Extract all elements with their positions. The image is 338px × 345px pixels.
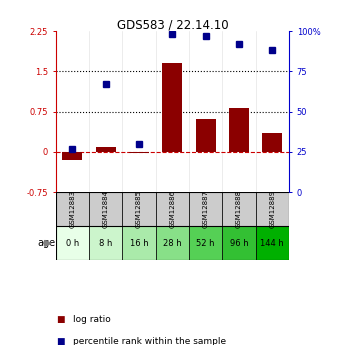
Text: GSM12888: GSM12888 bbox=[236, 190, 242, 228]
Bar bbox=[122, 192, 156, 226]
Bar bbox=[96, 147, 116, 152]
Text: 16 h: 16 h bbox=[130, 239, 148, 248]
Text: 96 h: 96 h bbox=[230, 239, 248, 248]
Text: 8 h: 8 h bbox=[99, 239, 113, 248]
Text: 52 h: 52 h bbox=[196, 239, 215, 248]
Text: ■: ■ bbox=[56, 315, 64, 324]
Bar bbox=[162, 63, 183, 152]
Text: 0 h: 0 h bbox=[66, 239, 79, 248]
Bar bbox=[222, 226, 256, 260]
Bar bbox=[56, 192, 89, 226]
Text: 28 h: 28 h bbox=[163, 239, 182, 248]
Bar bbox=[262, 133, 282, 152]
Bar bbox=[89, 226, 122, 260]
Bar bbox=[222, 192, 256, 226]
Text: GSM12889: GSM12889 bbox=[269, 190, 275, 228]
Text: 144 h: 144 h bbox=[261, 239, 284, 248]
Bar bbox=[156, 226, 189, 260]
Title: GDS583 / 22.14.10: GDS583 / 22.14.10 bbox=[117, 18, 228, 31]
Text: age: age bbox=[38, 238, 56, 248]
Text: GSM12887: GSM12887 bbox=[203, 190, 209, 228]
Bar bbox=[89, 192, 122, 226]
Bar bbox=[196, 119, 216, 152]
Bar bbox=[122, 226, 156, 260]
Text: ■: ■ bbox=[56, 337, 64, 345]
Bar bbox=[63, 152, 82, 160]
Bar bbox=[156, 192, 189, 226]
Bar bbox=[256, 192, 289, 226]
Text: GSM12886: GSM12886 bbox=[169, 190, 175, 228]
Text: GSM12884: GSM12884 bbox=[103, 190, 109, 228]
Bar bbox=[256, 226, 289, 260]
Bar bbox=[56, 226, 89, 260]
Bar bbox=[229, 108, 249, 152]
Bar bbox=[129, 152, 149, 153]
Text: percentile rank within the sample: percentile rank within the sample bbox=[73, 337, 226, 345]
Text: GSM12883: GSM12883 bbox=[69, 190, 75, 228]
Bar bbox=[189, 226, 222, 260]
Text: GSM12885: GSM12885 bbox=[136, 190, 142, 228]
Text: log ratio: log ratio bbox=[73, 315, 111, 324]
Bar bbox=[189, 192, 222, 226]
